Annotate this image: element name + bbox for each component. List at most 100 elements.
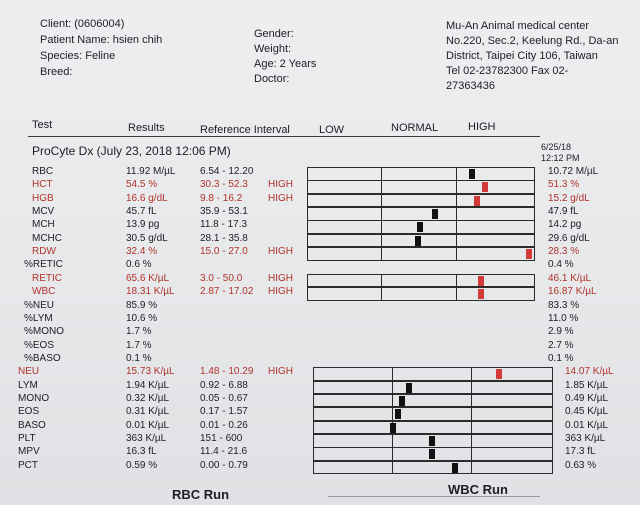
previous-result: 15.2 g/dL xyxy=(548,192,590,204)
result-marker xyxy=(417,222,423,233)
result-marker xyxy=(526,249,532,260)
test-result: 13.9 pg xyxy=(126,219,160,231)
reference-interval: 151 - 600 xyxy=(200,433,243,444)
range-bar xyxy=(313,380,553,395)
range-bar xyxy=(313,447,553,461)
clinic-phone: Tel 02-23782300 Fax 02- xyxy=(446,65,569,77)
previous-result: 10.72 M/µL xyxy=(548,166,599,177)
test-result: 1.7 % xyxy=(126,326,152,338)
result-marker xyxy=(406,382,412,393)
test-name: LYM xyxy=(18,379,38,391)
previous-result: 16.87 K/µL xyxy=(548,286,597,298)
test-name: %BASO xyxy=(24,352,61,364)
range-bar xyxy=(313,367,553,381)
test-name: MCV xyxy=(32,206,55,218)
previous-result: 14.2 pg xyxy=(548,219,582,231)
previous-result: 14.07 K/µL xyxy=(565,366,614,378)
previous-result: 0.1 % xyxy=(548,352,574,364)
test-name: PCT xyxy=(18,459,38,471)
previous-result: 0.01 K/µL xyxy=(565,419,609,431)
test-result: 0.6 % xyxy=(126,259,152,271)
reference-interval: 15.0 - 27.0 xyxy=(200,246,248,258)
range-bar xyxy=(307,193,535,208)
previous-result: 2.9 % xyxy=(548,326,574,338)
reference-interval: 2.87 - 17.02 xyxy=(200,286,254,298)
breed: Breed: xyxy=(40,66,73,78)
test-result: 0.32 K/µL xyxy=(126,392,170,404)
previous-result: 0.49 K/µL xyxy=(565,392,609,404)
clinic-address-line1: No.220, Sec.2, Keelung Rd., Da-an xyxy=(446,35,619,47)
previous-result: 51.3 % xyxy=(548,179,580,191)
weight: Weight: xyxy=(254,43,292,55)
previous-result: 0.45 K/µL xyxy=(565,406,609,418)
gender: Gender: xyxy=(254,28,294,40)
rbc-run-label: RBC Run xyxy=(172,487,230,502)
high-flag: HIGH xyxy=(268,272,293,284)
previous-result: 0.63 % xyxy=(565,459,597,471)
result-marker xyxy=(478,289,484,300)
previous-result: 47.9 fL xyxy=(548,206,579,218)
reference-interval: 3.0 - 50.0 xyxy=(200,272,243,284)
reference-interval: 11.4 - 21.6 xyxy=(200,446,248,458)
test-result: 0.59 % xyxy=(126,459,158,471)
reference-interval: 9.8 - 16.2 xyxy=(200,192,243,204)
result-marker xyxy=(395,409,401,420)
result-marker xyxy=(390,422,396,433)
col-normal-header: NORMAL xyxy=(391,122,439,134)
test-result: 18.31 K/µL xyxy=(126,286,175,298)
test-result: 15.73 K/µL xyxy=(126,366,175,378)
range-bar xyxy=(313,407,553,421)
range-bar xyxy=(307,287,535,301)
test-result: 0.31 K/µL xyxy=(126,406,170,418)
result-marker xyxy=(399,395,405,406)
test-result: 30.5 g/dL xyxy=(126,232,168,244)
range-bar xyxy=(307,233,535,248)
test-name: %LYM xyxy=(24,312,53,324)
test-result: 45.7 fL xyxy=(126,206,157,218)
test-result: 54.5 % xyxy=(126,179,158,191)
result-marker xyxy=(432,209,438,220)
test-result: 85.9 % xyxy=(126,299,158,311)
header-rule xyxy=(28,136,540,137)
reference-interval: 0.05 - 0.67 xyxy=(200,392,248,404)
test-result: 16.3 fL xyxy=(126,446,157,458)
result-marker xyxy=(474,195,480,206)
reference-interval: 0.17 - 1.57 xyxy=(200,406,248,418)
test-name: MCH xyxy=(32,219,55,231)
col-test-header: Test xyxy=(32,119,53,131)
test-result: 10.6 % xyxy=(126,312,158,324)
high-flag: HIGH xyxy=(268,246,293,258)
test-result: 363 K/µL xyxy=(126,433,167,444)
result-marker xyxy=(482,182,488,193)
range-bar xyxy=(313,434,553,448)
clinic-fax: 27363436 xyxy=(446,80,495,92)
previous-result: 11.0 % xyxy=(548,312,579,324)
patient-name: Patient Name: hsien chih xyxy=(40,34,163,46)
test-name: MONO xyxy=(18,392,50,404)
result-marker xyxy=(496,369,502,380)
range-bar xyxy=(307,273,535,288)
high-flag: HIGH xyxy=(268,366,293,378)
previous-result: 17.3 fL xyxy=(565,446,596,458)
test-name: %RETIC xyxy=(24,259,63,271)
reference-interval: 35.9 - 53.1 xyxy=(200,206,248,218)
col-results-header: Results xyxy=(128,122,165,134)
range-bar xyxy=(307,220,535,234)
test-name: NEU xyxy=(18,366,40,378)
range-bar xyxy=(307,167,535,181)
previous-run-time: 12:12 PM xyxy=(541,153,580,163)
test-name: RBC xyxy=(32,166,54,177)
reference-interval: 30.3 - 52.3 xyxy=(200,179,248,191)
previous-result: 1.85 K/µL xyxy=(565,379,609,391)
test-name: HCT xyxy=(32,179,53,191)
previous-result: 29.6 g/dL xyxy=(548,232,590,244)
test-name: MPV xyxy=(18,446,40,458)
previous-result: 2.7 % xyxy=(548,339,574,351)
footer-divider xyxy=(328,496,540,497)
high-flag: HIGH xyxy=(268,192,293,204)
col-low-header: LOW xyxy=(319,124,345,136)
previous-result: 363 K/µL xyxy=(565,433,606,444)
test-result: 0.01 K/µL xyxy=(126,419,170,431)
clinic-name: Mu-An Animal medical center xyxy=(446,20,590,32)
test-name: %MONO xyxy=(24,326,64,338)
